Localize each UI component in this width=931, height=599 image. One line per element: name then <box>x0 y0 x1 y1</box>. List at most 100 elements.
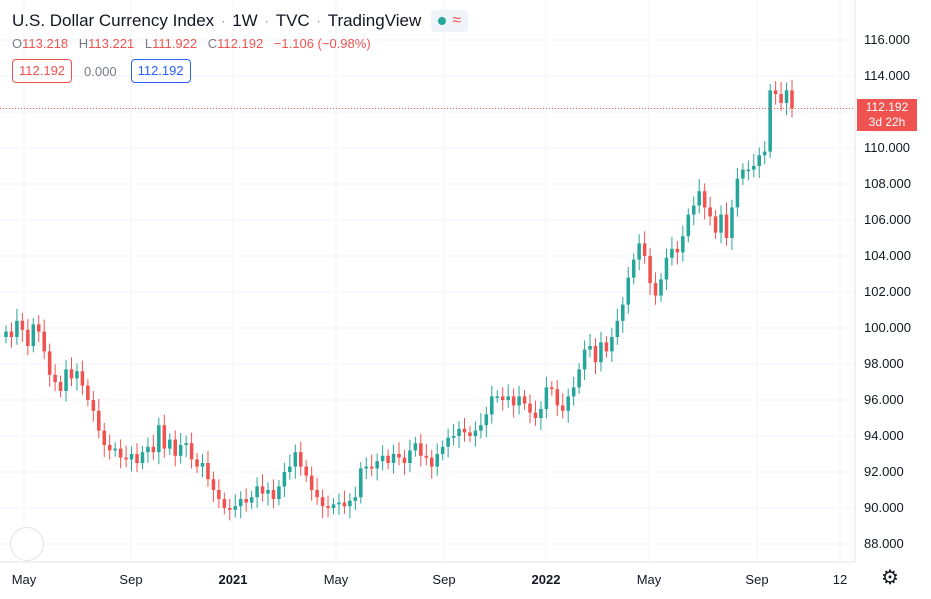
bar-countdown: 3d 22h <box>868 115 906 129</box>
candle-body <box>298 452 303 467</box>
candle-body <box>309 475 314 490</box>
candle-body <box>233 506 238 510</box>
candle-body <box>118 448 123 458</box>
separator: · <box>221 14 226 28</box>
candle-body <box>571 387 576 397</box>
x-tick-label: Sep <box>119 572 142 587</box>
candlestick-series <box>4 79 794 521</box>
candle-body <box>151 446 156 453</box>
candle-body <box>342 502 347 507</box>
y-tick-label: 104.000 <box>864 248 911 263</box>
candle-body <box>719 214 723 233</box>
candle-body <box>659 279 663 296</box>
candle-body <box>228 508 232 510</box>
open-label: O <box>12 36 23 51</box>
candle-body <box>26 329 30 346</box>
y-tick-label: 96.000 <box>864 392 904 407</box>
candle-body <box>517 396 521 406</box>
candle-body <box>293 452 298 467</box>
candle-body <box>757 155 762 166</box>
candle-body <box>162 425 167 449</box>
candle-body <box>752 166 756 170</box>
last-price-value: 112.192 <box>865 100 909 114</box>
candle-body <box>320 497 325 507</box>
candle-body <box>626 277 631 305</box>
candle-body <box>408 450 412 463</box>
candle-body <box>304 466 308 476</box>
bid-ask-panel: 112.192 0.000 112.192 <box>12 59 191 83</box>
x-tick-label: May <box>12 572 37 587</box>
close-value: 112.192 <box>217 36 264 51</box>
candle-body <box>555 389 560 406</box>
separator: · <box>316 14 321 28</box>
candle-body <box>129 454 134 460</box>
sell-price-button[interactable]: 112.192 <box>12 59 73 83</box>
candle-body <box>184 443 188 445</box>
candle-body <box>779 94 783 103</box>
y-tick-label: 98.000 <box>864 356 904 371</box>
x-tick-label: May <box>324 572 349 587</box>
candle-body <box>495 396 500 398</box>
candle-body <box>260 486 265 494</box>
candle-body <box>610 337 614 352</box>
x-tick-label: 2022 <box>532 572 561 587</box>
candle-body <box>107 445 112 451</box>
candle-body <box>15 320 19 337</box>
candle-body <box>244 499 248 503</box>
candle-body <box>419 443 423 456</box>
candle-body <box>746 169 751 172</box>
candle-body <box>47 351 52 375</box>
candle-body <box>566 396 570 411</box>
y-tick-label: 108.000 <box>864 176 911 191</box>
candle-body <box>9 331 14 337</box>
candle-body <box>217 490 221 499</box>
separator: · <box>264 14 269 28</box>
x-tick-label: 12 <box>833 572 847 587</box>
candle-body <box>730 207 734 238</box>
candle-body <box>468 432 472 436</box>
candle-body <box>277 486 281 499</box>
candle-body <box>511 396 516 406</box>
y-tick-label: 106.000 <box>864 212 911 227</box>
candle-body <box>784 90 789 103</box>
candle-body <box>380 455 385 462</box>
candle-body <box>211 479 216 490</box>
x-tick-label: Sep <box>745 572 768 587</box>
candle-body <box>271 490 276 499</box>
candle-body <box>36 324 41 332</box>
candle-body <box>238 499 243 507</box>
candle-body <box>288 466 292 472</box>
buy-price-button[interactable]: 112.192 <box>130 59 191 83</box>
candle-body <box>386 455 390 463</box>
candle-body <box>768 90 772 152</box>
price-axis: 116.000114.000112.000110.000108.000106.0… <box>854 0 911 562</box>
x-tick-label: May <box>637 572 662 587</box>
symbol-legend[interactable]: U.S. Dollar Currency Index · 1W · TVC · … <box>12 10 469 32</box>
candle-body <box>375 461 379 469</box>
candle-body <box>337 502 341 505</box>
candle-body <box>429 457 434 467</box>
candle-body <box>550 387 554 390</box>
candle-body <box>266 490 270 494</box>
last-price-label: 112.192 3d 22h <box>857 99 917 131</box>
candle-body <box>593 346 598 363</box>
candle-body <box>42 331 46 352</box>
low-label: L <box>144 36 153 51</box>
candle-body <box>686 214 691 237</box>
candle-body <box>200 463 205 467</box>
high-value: 113.221 <box>88 36 135 51</box>
gear-icon[interactable]: ⚙ <box>881 567 899 589</box>
candle-body <box>490 396 494 415</box>
y-tick-label: 100.000 <box>864 320 911 335</box>
market-status[interactable]: ≈ <box>431 10 469 32</box>
market-open-icon <box>438 17 447 25</box>
spread-value: 0.000 <box>84 63 117 79</box>
candle-body <box>588 346 592 350</box>
y-tick-label: 90.000 <box>864 500 904 515</box>
candle-body <box>577 369 581 388</box>
candle-body <box>582 349 587 370</box>
candle-body <box>462 428 467 433</box>
change-value: −1.106 (−0.98%) <box>273 36 371 51</box>
scroll-to-realtime-button[interactable] <box>10 527 44 561</box>
